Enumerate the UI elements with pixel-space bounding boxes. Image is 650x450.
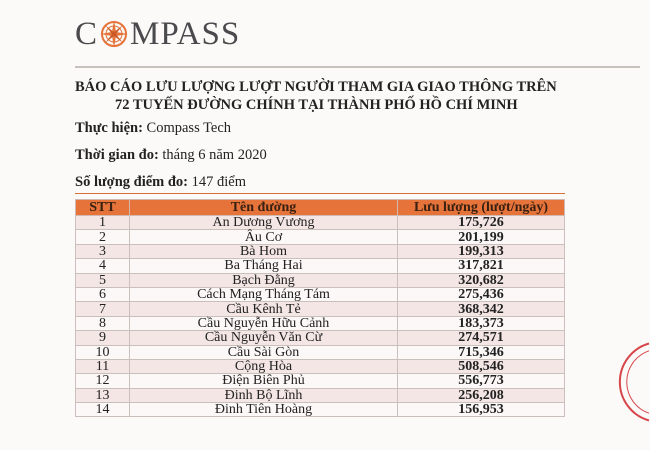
table-row: 14 Đinh Tiên Hoàng 156,953 (75, 402, 565, 418)
stt-cell: 1 (75, 214, 130, 231)
volume-cell: 508,546 (397, 358, 565, 375)
street-cell: Cộng Hòa (129, 358, 398, 375)
street-cell: Cầu Kênh Tẻ (129, 301, 398, 317)
volume-cell: 275,436 (397, 286, 565, 303)
header-volume: Lưu lượng (lượt/ngày) (397, 199, 565, 216)
points-value: 147 điểm (191, 174, 247, 190)
table-row: 6 Cách Mạng Tháng Tám 275,436 (75, 286, 565, 303)
title-line-2: 72 TUYẾN ĐƯỜNG CHÍNH TẠI THÀNH PHỐ HỒ CH… (115, 97, 518, 113)
volume-cell: 183,373 (397, 315, 565, 332)
street-cell: Âu Cơ (129, 229, 398, 245)
stt-cell: 14 (75, 402, 130, 418)
stt-cell: 9 (75, 330, 130, 346)
table-row: 9 Cầu Nguyễn Văn Cừ 274,571 (75, 330, 565, 346)
traffic-table: STT Tên đường Lưu lượng (lượt/ngày) 1 An … (75, 199, 565, 418)
header-street: Tên đường (129, 199, 398, 216)
street-cell: Cầu Nguyễn Văn Cừ (129, 330, 398, 346)
volume-cell: 368,342 (397, 301, 565, 317)
compass-rose-icon (100, 20, 129, 48)
stt-cell: 13 (75, 387, 130, 404)
table-row: 11 Cộng Hòa 508,546 (75, 358, 565, 375)
table-row: 10 Cầu Sài Gòn 715,346 (75, 344, 565, 360)
header-divider (75, 66, 640, 68)
table-row: 7 Cầu Kênh Tẻ 368,342 (75, 301, 565, 317)
table-row: 12 Điện Biên Phủ 556,773 (75, 373, 565, 389)
street-cell: Bạch Đằng (129, 272, 398, 288)
table-row: 8 Cầu Nguyễn Hữu Cảnh 183,373 (75, 315, 565, 332)
street-cell: Cầu Sài Gòn (129, 344, 398, 360)
performer-value: Compass Tech (146, 120, 232, 136)
volume-cell: 715,346 (397, 344, 565, 360)
stt-cell: 3 (75, 243, 130, 260)
stt-cell: 5 (75, 272, 130, 288)
street-cell: An Dương Vương (129, 214, 398, 231)
volume-cell: 256,208 (397, 387, 565, 404)
stt-cell: 12 (75, 373, 130, 389)
street-cell: Ba Tháng Hai (129, 258, 398, 274)
table-row: 5 Bạch Đằng 320,682 (75, 272, 565, 288)
table-row: 13 Đinh Bộ Lĩnh 256,208 (75, 387, 565, 404)
stt-cell: 8 (75, 315, 130, 332)
stt-cell: 7 (75, 301, 130, 317)
official-stamp (618, 342, 650, 422)
volume-cell: 199,313 (397, 243, 565, 260)
stt-cell: 4 (75, 258, 130, 274)
volume-cell: 320,682 (397, 272, 565, 288)
volume-cell: 274,571 (397, 330, 565, 346)
street-cell: Đinh Bộ Lĩnh (129, 387, 398, 404)
time-label: Thời gian đo: (75, 147, 159, 163)
stt-cell: 11 (75, 358, 130, 375)
table-row: 3 Bà Hom 199,313 (75, 243, 565, 260)
volume-cell: 317,821 (397, 258, 565, 274)
street-cell: Cách Mạng Tháng Tám (129, 286, 398, 303)
time-value: tháng 6 năm 2020 (162, 147, 267, 163)
points-line: Số lượng điểm đo: 147 điểm (75, 174, 246, 191)
header-stt: STT (75, 199, 130, 216)
table-row: 2 Âu Cơ 201,199 (75, 229, 565, 245)
time-line: Thời gian đo: tháng 6 năm 2020 (75, 147, 267, 164)
volume-cell: 556,773 (397, 373, 565, 389)
stt-cell: 10 (75, 344, 130, 360)
street-cell: Đinh Tiên Hoàng (129, 402, 398, 418)
points-label: Số lượng điểm đo: (75, 174, 189, 190)
street-cell: Cầu Nguyễn Hữu Cảnh (129, 315, 398, 332)
volume-cell: 201,199 (397, 229, 565, 245)
performer-label: Thực hiện: (75, 120, 143, 136)
stt-cell: 2 (75, 229, 130, 245)
table-row: 1 An Dương Vương 175,726 (75, 214, 565, 231)
compass-logo: C MPASS (75, 15, 241, 52)
table-header: STT Tên đường Lưu lượng (lượt/ngày) (75, 199, 565, 216)
report-title: BÁO CÁO LƯU LƯỢNG LƯỢT NGƯỜI THAM GIA GI… (75, 78, 605, 114)
table-row: 4 Ba Tháng Hai 317,821 (75, 258, 565, 274)
stt-cell: 6 (75, 286, 130, 303)
title-line-1: BÁO CÁO LƯU LƯỢNG LƯỢT NGƯỜI THAM GIA GI… (75, 79, 557, 95)
street-cell: Bà Hom (129, 243, 398, 260)
performer-line: Thực hiện: Compass Tech (75, 120, 231, 137)
street-cell: Điện Biên Phủ (129, 373, 398, 389)
table-divider (75, 193, 565, 194)
volume-cell: 175,726 (397, 214, 565, 231)
volume-cell: 156,953 (397, 402, 565, 418)
